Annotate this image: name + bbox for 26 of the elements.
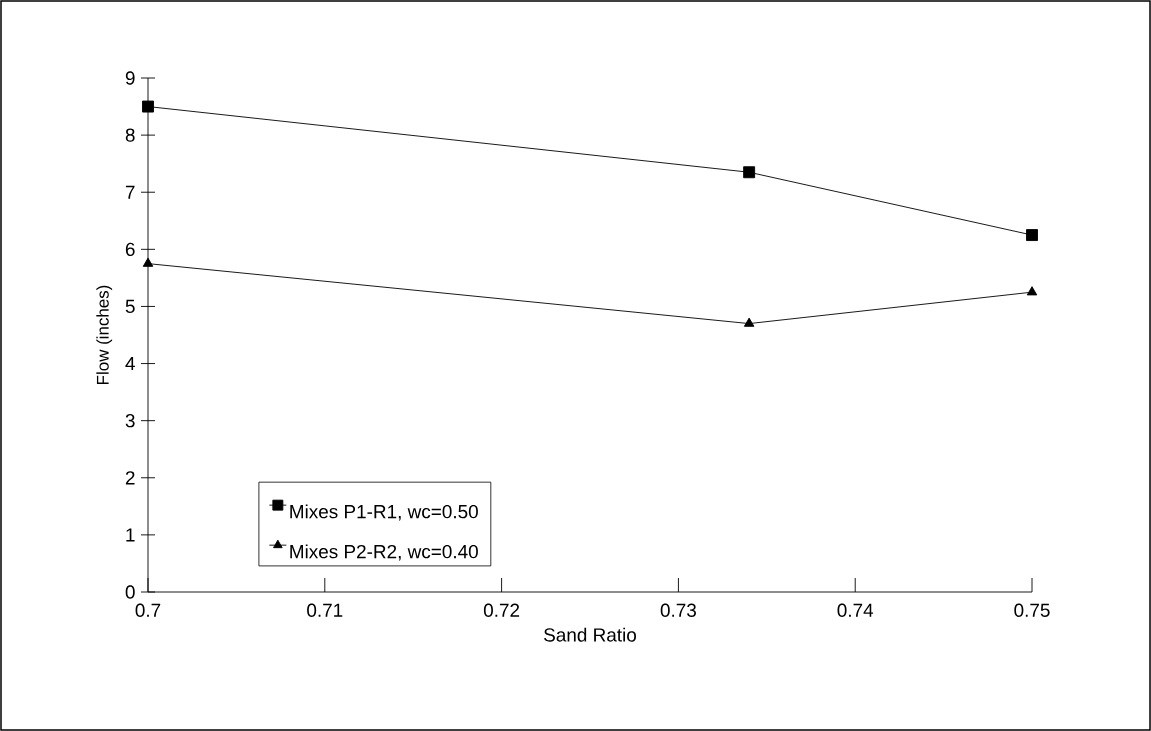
y-tick-label: 7: [125, 185, 135, 199]
point: [1026, 229, 1038, 241]
y-tick-label: 9: [125, 71, 135, 85]
x-tick-label: 0.74: [837, 603, 874, 617]
point: [142, 257, 154, 267]
x-tick-label: 0.7: [135, 603, 161, 617]
y-tick-label: 4: [125, 357, 135, 371]
point: [743, 166, 756, 179]
x-tick-label: 0.75: [1014, 603, 1050, 617]
legend-label: Mixes P2-R2, wc=0.40: [290, 544, 478, 561]
x-tick-label: 0.73: [660, 603, 696, 617]
y-tick-label: 8: [125, 128, 135, 142]
x-axis-title: Sand Ratio: [544, 627, 637, 642]
y-tick-label: 1: [126, 528, 135, 542]
y-axis-title: Flow (inches): [96, 285, 113, 384]
x-tick-label: 0.72: [483, 603, 520, 617]
y-tick-label: 2: [125, 471, 135, 485]
x-tick-label: 0.71: [307, 603, 343, 617]
legend-label: Mixes P1-R1, wc=0.50: [290, 504, 478, 521]
y-tick-label: 6: [125, 242, 135, 257]
y-tick-label: 5: [125, 299, 135, 314]
y-tick-label: 3: [125, 413, 135, 428]
point: [1026, 286, 1038, 296]
point: [142, 100, 154, 113]
point: [743, 317, 755, 327]
y-tick-label: 0: [125, 585, 135, 599]
